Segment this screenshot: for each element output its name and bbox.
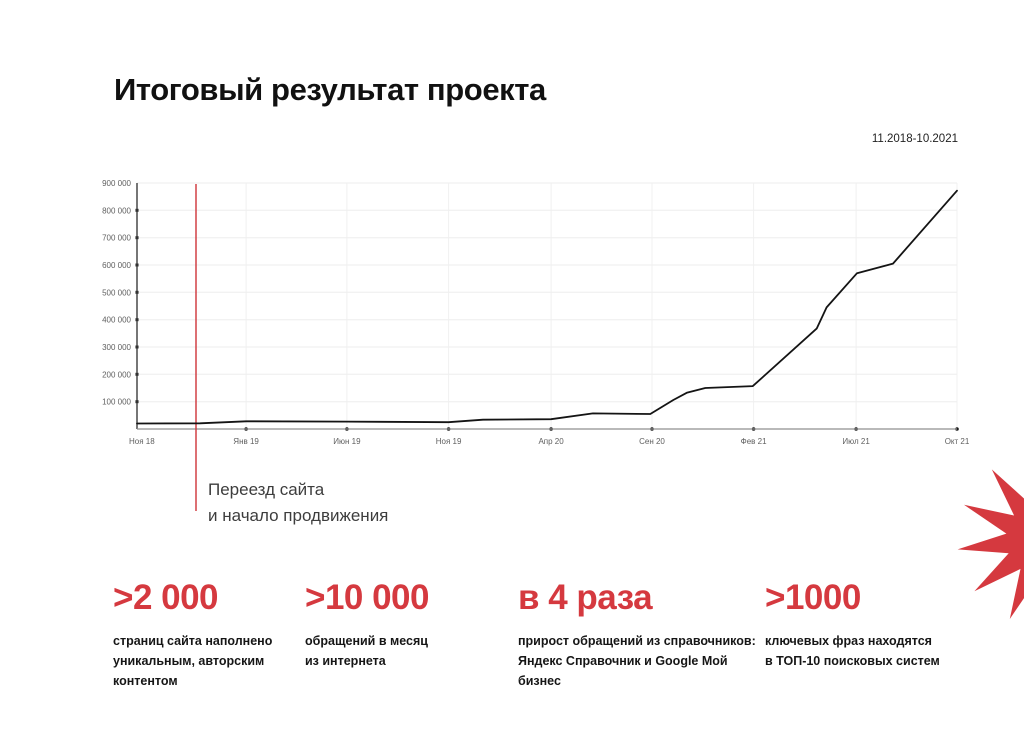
svg-text:Ноя 18: Ноя 18	[129, 437, 155, 446]
stat-leads: >10 000 обращений в месяц из интернета	[305, 580, 505, 671]
page-title: Итоговый результат проекта	[114, 72, 546, 107]
svg-text:200 000: 200 000	[102, 370, 131, 379]
chart-annotation: Переезд сайта и начало продвижения	[208, 480, 389, 526]
svg-text:400 000: 400 000	[102, 316, 131, 325]
growth-line-chart: 100 000 200 000 300 000 400 000 500 000 600 0…	[95, 178, 975, 523]
svg-text:Июн 19: Июн 19	[333, 437, 361, 446]
svg-text:Ноя 19: Ноя 19	[436, 437, 462, 446]
line-chart-svg: 100 000 200 000 300 000 400 000 500 000 600 0…	[102, 179, 970, 511]
starburst-icon	[957, 469, 1024, 619]
stat-pages-description: страниц сайта наполнено уникальным, авто…	[113, 634, 273, 688]
period-label: 11.2018-10.2021	[871, 133, 958, 145]
svg-text:Июл 21: Июл 21	[842, 437, 870, 446]
svg-text:700 000: 700 000	[102, 234, 131, 243]
svg-text:800 000: 800 000	[102, 206, 131, 215]
svg-text:Янв 19: Янв 19	[233, 437, 259, 446]
svg-text:Фев 21: Фев 21	[741, 437, 767, 446]
svg-text:100 000: 100 000	[102, 398, 131, 407]
stat-keywords-value: >1000	[765, 578, 861, 617]
stat-keywords-description: ключевых фраз находятся в ТОП-10 поисков…	[765, 634, 940, 668]
stat-keywords: >1000 ключевых фраз находятся в ТОП-10 п…	[765, 580, 975, 671]
svg-text:Апр 20: Апр 20	[538, 437, 564, 446]
stat-leads-description: обращений в месяц из интернета	[305, 634, 428, 668]
stats-row: >2 000 страниц сайта наполнено уникальны…	[0, 580, 1024, 700]
svg-text:900 000: 900 000	[102, 179, 131, 188]
svg-text:600 000: 600 000	[102, 261, 131, 270]
stat-directories-value: в 4 раза	[518, 578, 653, 617]
svg-text:300 000: 300 000	[102, 343, 131, 352]
stat-leads-value: >10 000	[305, 578, 430, 617]
stat-pages-value: >2 000	[113, 578, 219, 617]
stat-directories-description: прирост обращений из справочников: Яндек…	[518, 634, 756, 688]
svg-text:Окт 21: Окт 21	[945, 437, 970, 446]
svg-text:Сен 20: Сен 20	[639, 437, 665, 446]
svg-text:500 000: 500 000	[102, 288, 131, 297]
stat-pages: >2 000 страниц сайта наполнено уникальны…	[113, 580, 303, 691]
stat-directories: в 4 раза прирост обращений из справочник…	[518, 580, 763, 691]
